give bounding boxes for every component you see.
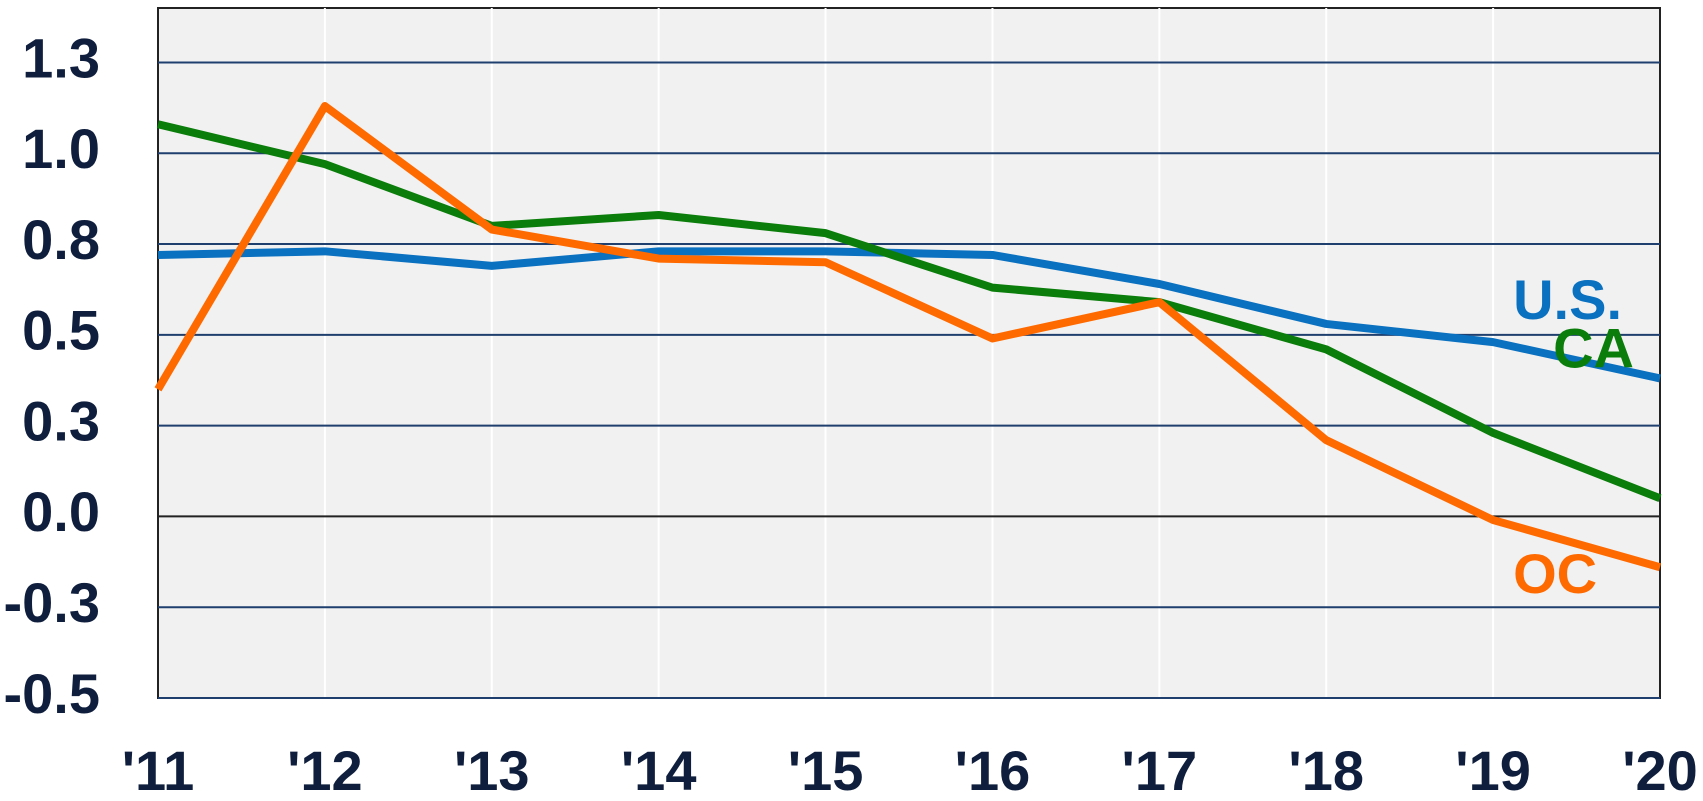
x-tick-label: '20 [1622,739,1698,801]
y-tick-label: -0.5 [4,662,101,725]
x-tick-label: '17 [1122,739,1198,801]
x-tick-label: '14 [621,739,697,801]
y-tick-label: -0.3 [4,571,101,634]
series-label: CA [1553,317,1634,380]
y-tick-label: 0.8 [22,208,100,271]
y-tick-label: 1.3 [22,26,100,89]
x-tick-label: '13 [454,739,530,801]
plot-area [157,7,1661,699]
y-tick-label: 0.0 [22,480,100,543]
x-tick-label: '12 [287,739,363,801]
series-line [157,120,1662,502]
x-tick-label: '11 [122,739,195,801]
series-line [154,102,1662,572]
y-tick-label: 0.5 [22,299,100,362]
y-tick-label: 0.3 [22,389,100,452]
x-tick-label: '15 [788,739,864,801]
series-label: U.S. [1513,268,1622,331]
series-line [157,247,1661,383]
x-tick-label: '16 [955,739,1031,801]
x-tick-label: '18 [1288,739,1364,801]
series-label: OC [1513,542,1597,605]
y-tick-label: 1.0 [22,117,100,180]
x-tick-label: '19 [1455,739,1531,801]
